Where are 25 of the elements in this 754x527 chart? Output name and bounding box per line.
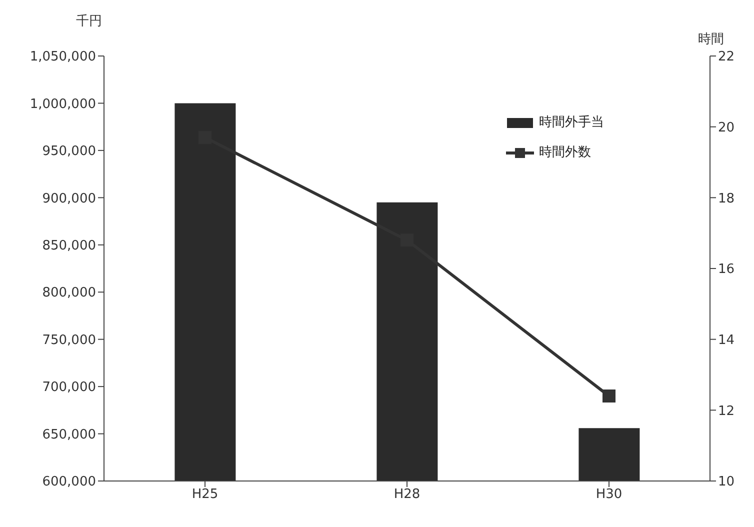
y-tick-label: 950,000 bbox=[42, 144, 96, 160]
y2-tick-label: 14 bbox=[718, 332, 735, 348]
y-tick-label: 650,000 bbox=[42, 427, 96, 442]
y-tick-label: 600,000 bbox=[42, 474, 96, 490]
y-tick-label: 1,000,000 bbox=[30, 96, 96, 112]
y2-axis-title: 時間 bbox=[698, 31, 724, 48]
y-tick-label: 750,000 bbox=[42, 332, 96, 348]
x-tick-label: H28 bbox=[394, 487, 420, 502]
y-tick-label: 850,000 bbox=[42, 238, 96, 254]
y2-tick-label: 12 bbox=[718, 404, 735, 419]
y-tick-label: 800,000 bbox=[42, 286, 96, 301]
legend-label: 時間外手当 bbox=[539, 114, 604, 132]
y2-tick-label: 22 bbox=[718, 50, 735, 65]
y2-tick-label: 20 bbox=[718, 120, 735, 136]
point bbox=[602, 390, 616, 402]
y2-tick-label: 10 bbox=[718, 474, 735, 490]
y2-tick-label: 16 bbox=[718, 262, 735, 278]
y-tick-label: 700,000 bbox=[42, 380, 96, 396]
y-axis-title: 千円 bbox=[76, 13, 102, 30]
y2-tick-label: 18 bbox=[718, 191, 735, 206]
y-tick-label: 900,000 bbox=[42, 191, 96, 206]
y-tick-label: 1,050,000 bbox=[30, 50, 96, 65]
x-tick-label: H25 bbox=[192, 487, 218, 502]
legend-label: 時間外数 bbox=[539, 144, 591, 162]
x-tick-label: H30 bbox=[596, 487, 622, 502]
